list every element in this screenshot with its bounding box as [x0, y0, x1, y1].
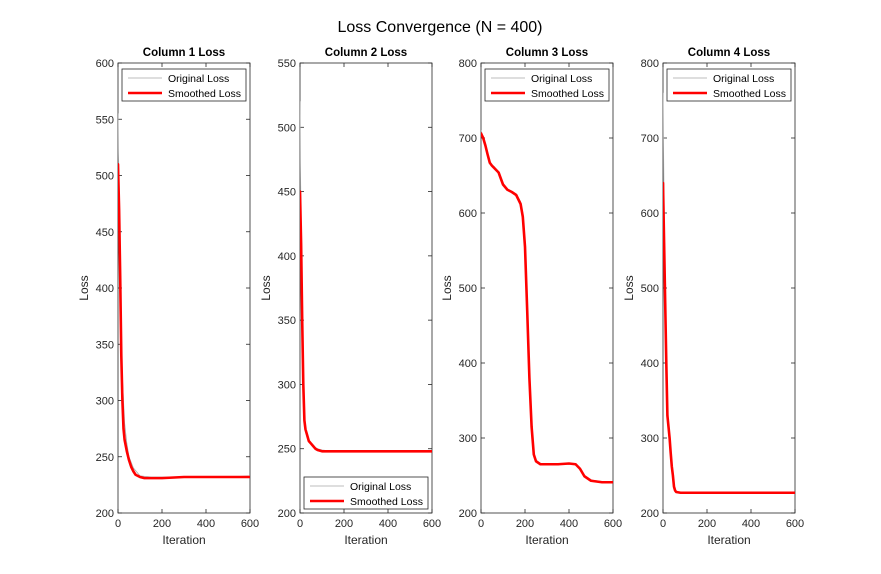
y-tick-label: 600	[641, 208, 659, 220]
y-axis-label: Loss	[77, 275, 91, 300]
x-axis-label: Iteration	[525, 533, 568, 547]
legend-entry: Original Loss	[350, 481, 411, 493]
y-tick-label: 350	[96, 339, 114, 351]
legend-entry: Smoothed Loss	[531, 88, 604, 100]
y-tick-label: 350	[278, 315, 296, 327]
y-tick-label: 400	[459, 358, 477, 370]
legend-entry: Smoothed Loss	[713, 88, 786, 100]
x-tick-label: 600	[786, 518, 804, 530]
axes-box	[480, 62, 614, 514]
y-tick-label: 400	[278, 251, 296, 263]
y-tick-label: 500	[459, 283, 477, 295]
x-axis-label: Iteration	[707, 533, 750, 547]
y-tick-label: 600	[459, 208, 477, 220]
y-tick-label: 200	[459, 508, 477, 520]
legend-entry: Original Loss	[168, 73, 229, 85]
legend-entry: Original Loss	[531, 73, 592, 85]
x-tick-label: 0	[297, 518, 303, 530]
legend-entry: Original Loss	[713, 73, 774, 85]
y-tick-label: 600	[96, 58, 114, 70]
legend-entry: Smoothed Loss	[350, 496, 423, 508]
y-tick-label: 450	[96, 227, 114, 239]
x-tick-label: 600	[423, 518, 441, 530]
y-tick-label: 800	[641, 58, 659, 70]
y-tick-label: 500	[278, 122, 296, 134]
x-tick-label: 0	[115, 518, 121, 530]
legend: Original Loss Smoothed Loss	[121, 68, 247, 102]
y-tick-label: 400	[641, 358, 659, 370]
y-tick-label: 300	[278, 379, 296, 391]
x-tick-label: 600	[604, 518, 622, 530]
y-tick-label: 250	[96, 452, 114, 464]
series-line-smoothed	[118, 162, 250, 480]
y-tick-label: 700	[459, 133, 477, 145]
legend: Original Loss Smoothed Loss	[484, 68, 610, 102]
legend-box	[303, 476, 429, 510]
y-tick-label: 550	[96, 114, 114, 126]
y-tick-label: 700	[641, 133, 659, 145]
y-axis-label: Loss	[622, 275, 636, 300]
x-tick-label: 200	[153, 518, 171, 530]
y-axis-label: Loss	[259, 275, 273, 300]
y-tick-label: 200	[641, 508, 659, 520]
y-tick-label: 200	[96, 508, 114, 520]
x-tick-label: 200	[698, 518, 716, 530]
y-tick-label: 550	[278, 58, 296, 70]
y-tick-label: 500	[96, 171, 114, 183]
y-axis-label: Loss	[440, 275, 454, 300]
figure-title: Loss Convergence (N = 400)	[338, 19, 543, 36]
series-line-smoothed	[300, 190, 432, 453]
y-tick-label: 300	[459, 433, 477, 445]
axes-box	[299, 62, 433, 514]
x-tick-label: 400	[742, 518, 760, 530]
x-tick-label: 600	[241, 518, 259, 530]
axes-box	[662, 62, 796, 514]
y-tick-label: 400	[96, 283, 114, 295]
y-tick-label: 800	[459, 58, 477, 70]
y-tick-label: 300	[641, 433, 659, 445]
legend: Original Loss Smoothed Loss	[303, 476, 429, 510]
axes-box	[117, 62, 251, 514]
x-tick-label: 200	[335, 518, 353, 530]
subplot-title: Column 2 Loss	[325, 47, 407, 59]
legend-box	[484, 68, 610, 102]
x-tick-label: 400	[560, 518, 578, 530]
legend-entry: Smoothed Loss	[168, 88, 241, 100]
x-tick-label: 200	[516, 518, 534, 530]
subplot-title: Column 3 Loss	[506, 47, 588, 59]
x-axis-label: Iteration	[162, 533, 205, 547]
y-tick-label: 250	[278, 444, 296, 456]
x-tick-label: 0	[660, 518, 666, 530]
x-axis-label: Iteration	[344, 533, 387, 547]
y-tick-label: 500	[641, 283, 659, 295]
y-tick-label: 450	[278, 187, 296, 199]
legend-box	[121, 68, 247, 102]
subplot-title: Column 4 Loss	[688, 47, 770, 59]
y-tick-label: 200	[278, 508, 296, 520]
subplot-title: Column 1 Loss	[143, 47, 225, 59]
legend-box	[666, 68, 792, 102]
y-tick-label: 300	[96, 396, 114, 408]
x-tick-label: 400	[379, 518, 397, 530]
x-tick-label: 400	[197, 518, 215, 530]
x-tick-label: 0	[478, 518, 484, 530]
series-line-smoothed	[663, 181, 795, 495]
legend: Original Loss Smoothed Loss	[666, 68, 792, 102]
series-line-smoothed	[481, 132, 613, 484]
